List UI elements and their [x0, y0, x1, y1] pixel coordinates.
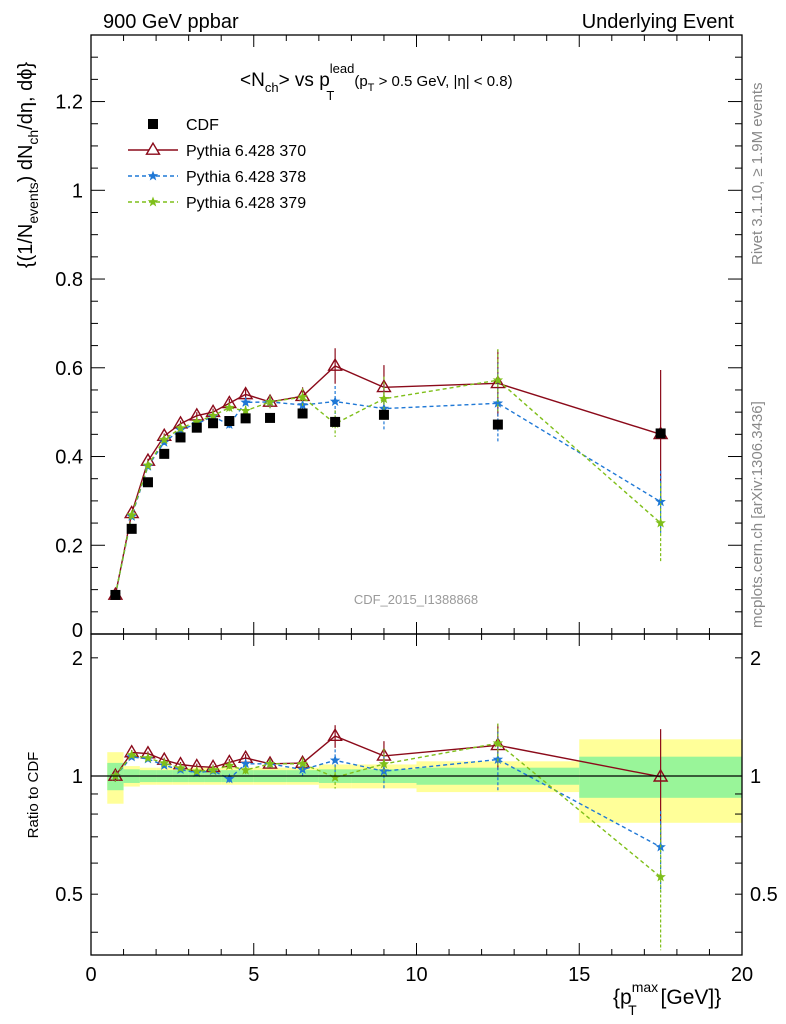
- legend: CDF Pythia 6.428 370 Pythia 6.428 378 Pythi…: [128, 117, 306, 212]
- y-axis-label: {(1/Nevents) dNch/dη, dϕ}: [15, 62, 41, 269]
- analysis-watermark: CDF_2015_I1388868: [354, 592, 478, 607]
- ratio-point-star: [191, 765, 203, 776]
- y-tick-label: 0.2: [55, 535, 83, 557]
- series-point-star: [492, 374, 504, 385]
- side-text-mcplots: mcplots.cern.ch [arXiv:1306.3436]: [749, 401, 766, 628]
- y-tick-label: 0.6: [55, 358, 83, 380]
- ratio-point-star: [142, 752, 154, 763]
- x-tick-label: 15: [568, 964, 590, 986]
- series-point-star: [126, 509, 137, 520]
- series-line-2: [114, 400, 661, 596]
- ratio-tick-label-left: 1: [72, 766, 83, 788]
- legend-label-2: Pythia 6.428 378: [186, 169, 306, 186]
- legend-marker-triangle: [145, 141, 161, 155]
- legend-label-cdf: CDF: [186, 117, 219, 134]
- ratio-point-star: [264, 758, 276, 769]
- x-tick-label: 5: [248, 964, 259, 986]
- series-point-star: [655, 517, 666, 528]
- ratio-tick-label-right: 1: [750, 766, 761, 788]
- series-point-star: [175, 422, 186, 433]
- legend-marker-star: [147, 196, 159, 207]
- legend-marker-star: [147, 170, 159, 181]
- cdf-data-point: [126, 523, 137, 534]
- series-line-1: [114, 365, 661, 596]
- ratio-point-star: [126, 749, 137, 760]
- series-point-star: [240, 405, 251, 416]
- cdf-data-point: [297, 408, 308, 419]
- series-point-star: [492, 397, 504, 408]
- series-point-star: [142, 459, 154, 470]
- chart-title: <Nch> vs plead T(pT > 0.5 GeV, |η| < 0.8): [240, 61, 513, 103]
- ratio-tick-label-right: 0.5: [750, 884, 778, 906]
- cdf-data-point: [330, 416, 341, 427]
- cdf-data-point: [142, 477, 153, 488]
- series-point-star: [297, 391, 308, 402]
- ratio-point-star: [329, 771, 341, 782]
- y-tick-label: 1.2: [55, 92, 83, 114]
- ratio-point-star: [655, 871, 666, 882]
- ratio-tick-label-left: 0.5: [55, 884, 83, 906]
- main-plot-layer: [107, 348, 669, 600]
- ratio-y-label: Ratio to CDF: [25, 752, 42, 839]
- header-right: Underlying Event: [582, 11, 735, 33]
- ratio-tick-label-right: 2: [750, 648, 761, 670]
- cdf-data-point: [655, 428, 666, 439]
- ratio-point-star: [297, 758, 308, 769]
- series-point-star: [378, 393, 390, 404]
- ratio-point-star: [240, 764, 251, 775]
- series-point-star: [329, 396, 341, 406]
- ratio-point-star: [207, 764, 219, 775]
- series-point-star: [191, 416, 203, 427]
- ratio-point-star: [240, 758, 251, 769]
- x-tick-label: 20: [731, 964, 753, 986]
- ratio-point-star: [224, 773, 235, 784]
- cdf-data-point: [175, 432, 186, 443]
- legend-marker-cdf: [148, 119, 158, 129]
- series-point-star: [264, 396, 276, 407]
- series-point-star: [224, 402, 235, 413]
- cdf-data-point: [224, 416, 235, 427]
- x-tick-label: 10: [405, 964, 427, 986]
- x-tick-label: 0: [85, 964, 96, 986]
- y-tick-label: 0.4: [55, 447, 83, 469]
- cdf-data-point: [208, 418, 219, 429]
- series-point-triangle: [490, 375, 506, 389]
- cdf-data-point: [492, 419, 503, 430]
- ratio-point-triangle: [327, 727, 343, 742]
- cdf-data-point: [240, 413, 251, 424]
- y-tick-label: 0: [72, 620, 83, 642]
- legend-label-1: Pythia 6.428 370: [186, 143, 306, 160]
- series-line-3: [114, 379, 662, 596]
- cdf-data-point: [378, 409, 389, 420]
- series-point-star: [159, 434, 170, 445]
- series-point-triangle: [327, 357, 343, 371]
- ratio-plot-layer: [91, 723, 742, 951]
- legend-label-3: Pythia 6.428 379: [186, 195, 306, 212]
- x-axis-label: {pmax T [GeV]}: [613, 979, 721, 1018]
- axes-layer: 0 5 10 15 20 0 0.2 0.4 0.6 0.8 1 1.2 0.5 0.5 1 1 2 2: [55, 34, 778, 986]
- series-point-star: [655, 496, 666, 507]
- ratio-point-star: [159, 757, 170, 768]
- y-tick-label: 0.8: [55, 269, 83, 291]
- cdf-data-point: [265, 412, 276, 423]
- cdf-data-point: [159, 448, 170, 459]
- y-tick-label: 1: [72, 180, 83, 202]
- series-point-star: [207, 410, 219, 421]
- ratio-point-star: [329, 754, 341, 765]
- cdf-data-point: [110, 589, 121, 600]
- series-point-star: [240, 396, 251, 407]
- ratio-point-star: [175, 762, 186, 773]
- side-text-rivet: Rivet 3.1.10, ≥ 1.9M events: [749, 83, 766, 266]
- header-left: 900 GeV ppbar: [103, 11, 239, 33]
- cdf-data-point: [191, 422, 202, 433]
- ratio-point-star: [378, 758, 390, 769]
- ratio-point-star: [492, 737, 504, 748]
- ratio-point-star: [224, 760, 235, 771]
- ratio-tick-label-left: 2: [72, 648, 83, 670]
